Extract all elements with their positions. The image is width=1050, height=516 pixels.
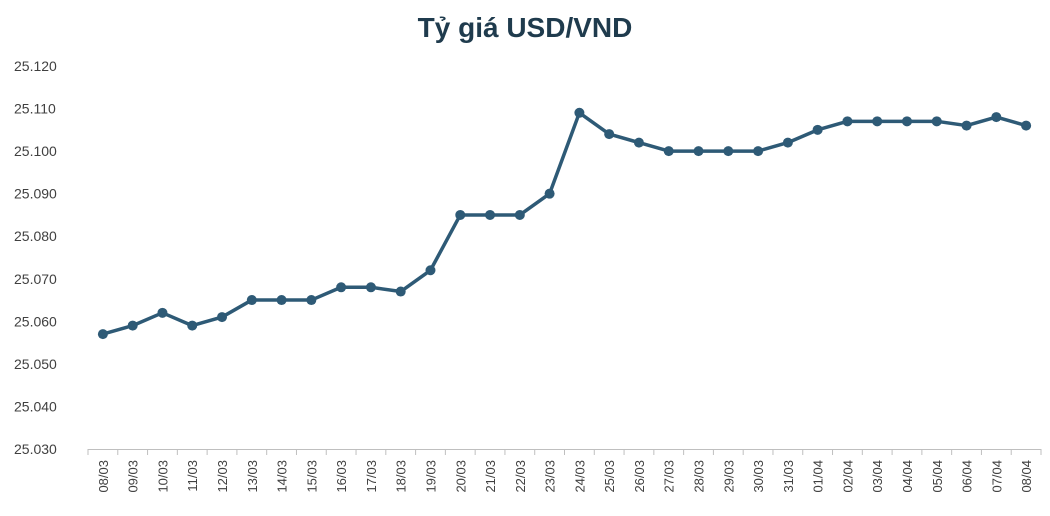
data-point (485, 209, 496, 220)
x-tick-label: 22/03 (513, 460, 528, 493)
data-point (1021, 120, 1032, 131)
x-tick-label: 08/04 (1019, 460, 1034, 493)
data-point (961, 120, 972, 131)
x-tick-label: 02/04 (840, 460, 855, 493)
data-point (812, 124, 823, 135)
data-point (633, 137, 644, 148)
y-tick-label: 25.060 (14, 313, 57, 329)
data-point (604, 129, 615, 140)
y-tick-label: 25.050 (14, 356, 57, 372)
x-tick-label: 11/03 (185, 460, 200, 492)
y-tick-label: 25.100 (14, 143, 57, 159)
x-tick-label: 26/03 (632, 460, 647, 493)
x-tick-label: 04/04 (900, 460, 915, 493)
x-axis: 08/03 09/03 10/03 11/03 12/03 13/03 14/03 15/03… (87, 449, 1042, 493)
x-tick-label: 08/03 (96, 460, 111, 493)
series-layer (97, 107, 1032, 340)
data-point (693, 146, 704, 157)
data-point (97, 329, 108, 340)
data-point (872, 116, 883, 127)
data-point (901, 116, 912, 127)
x-tick-label: 01/04 (811, 460, 826, 493)
data-point (395, 286, 406, 297)
data-point (782, 137, 793, 148)
x-tick-label: 16/03 (334, 460, 349, 493)
y-tick-label: 25.110 (14, 101, 56, 117)
data-point (187, 320, 198, 331)
y-tick-label: 25.030 (14, 441, 57, 457)
data-point (425, 265, 436, 276)
series-line (101, 111, 1028, 336)
data-point (246, 295, 257, 306)
data-point (991, 112, 1002, 123)
x-tick-label: 31/03 (781, 460, 796, 493)
data-point (127, 320, 138, 331)
x-tick-label: 03/04 (870, 460, 885, 493)
y-axis-tick-labels: 25.030 25.040 25.050 25.060 25.070 25.080 25.0… (14, 58, 57, 457)
data-point (753, 146, 764, 157)
x-tick-label: 18/03 (394, 460, 409, 493)
x-tick-label: 06/04 (960, 460, 975, 493)
data-point (663, 146, 674, 157)
x-tick-label: 05/04 (930, 460, 945, 493)
x-tick-label: 20/03 (453, 460, 468, 493)
x-tick-label: 13/03 (245, 460, 260, 493)
x-tick-label: 27/03 (662, 460, 677, 493)
data-point (931, 116, 942, 127)
data-point (544, 188, 555, 199)
y-tick-label: 25.120 (14, 58, 57, 74)
y-tick-label: 25.070 (14, 271, 57, 287)
data-point (217, 312, 228, 323)
x-tick-label: 25/03 (602, 460, 617, 493)
x-tick-label: 24/03 (572, 460, 587, 493)
data-point (306, 295, 317, 306)
data-point (365, 282, 376, 293)
x-tick-label: 23/03 (543, 460, 558, 493)
x-tick-label: 09/03 (126, 460, 141, 493)
y-tick-label: 25.040 (14, 398, 57, 414)
data-point (455, 209, 466, 220)
data-point (276, 295, 287, 306)
x-tick-label: 29/03 (721, 460, 736, 493)
data-point (574, 107, 585, 118)
x-tick-label: 10/03 (155, 460, 170, 493)
data-point (842, 116, 853, 127)
x-tick-label: 12/03 (215, 460, 230, 493)
data-point (514, 209, 525, 220)
x-tick-label: 17/03 (364, 460, 379, 493)
data-point (723, 146, 734, 157)
x-tick-label: 30/03 (751, 460, 766, 493)
data-point (157, 307, 168, 318)
x-tick-label: 19/03 (423, 460, 438, 493)
data-point (336, 282, 347, 293)
x-tick-label: 14/03 (275, 460, 290, 493)
chart-title: Tỷ giá USD/VND (417, 12, 633, 43)
x-tick-label: 21/03 (483, 460, 498, 493)
x-tick-label: 07/04 (989, 460, 1004, 493)
x-tick-label: 28/03 (692, 460, 707, 493)
y-tick-label: 25.090 (14, 186, 57, 202)
y-tick-label: 25.080 (14, 228, 57, 244)
x-tick-label: 15/03 (304, 460, 319, 493)
